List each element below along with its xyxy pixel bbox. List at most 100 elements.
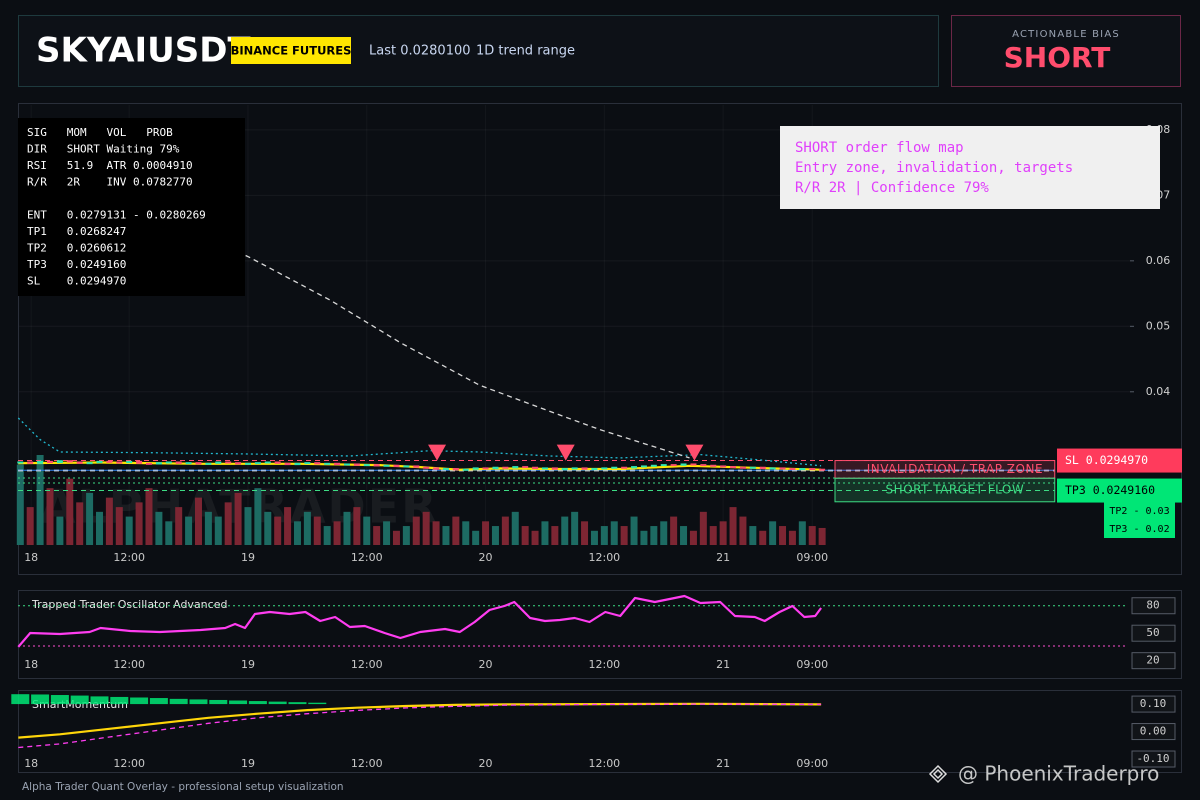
candle-body <box>155 462 162 465</box>
x-tick-label: 21 <box>716 658 730 671</box>
candle-body <box>809 468 816 471</box>
zone <box>834 477 1056 503</box>
x-tick-label: 09:00 <box>796 757 828 770</box>
signal-marker <box>556 444 575 461</box>
volume-bar <box>531 530 539 545</box>
volume-bar <box>16 464 24 545</box>
candle-body <box>700 464 707 467</box>
volume-bar <box>482 521 490 545</box>
candle-body <box>185 462 192 465</box>
candle-body <box>393 464 400 468</box>
volume-bar <box>125 516 133 545</box>
candle-body <box>403 465 410 468</box>
volume-bar <box>105 497 113 545</box>
volume-bar <box>620 526 628 545</box>
volume-bar <box>610 521 618 545</box>
volume-bar <box>165 521 173 545</box>
volume-bar <box>46 488 54 545</box>
x-tick-label: 18 <box>24 551 38 564</box>
volume-bar <box>204 511 212 545</box>
info-line: TP2 0.0260612 <box>27 242 126 255</box>
candle-body <box>304 462 311 465</box>
y-tick-label: 50 <box>1146 626 1159 639</box>
candle-body <box>205 462 212 465</box>
volume-bar <box>135 502 143 545</box>
x-tick-label: 12:00 <box>588 658 620 671</box>
volume-bar <box>214 516 222 545</box>
volume-bar <box>551 526 559 545</box>
candle-body <box>264 461 271 464</box>
volume-bar <box>808 526 816 545</box>
candle-body <box>56 460 63 464</box>
zone-label: INVALIDATION / TRAP ZONE <box>867 462 1043 476</box>
header-panel <box>18 15 939 87</box>
volume-bar <box>571 511 579 545</box>
watermark-icon <box>928 764 948 784</box>
info-line: SL 0.0294970 <box>27 275 126 288</box>
volume-bar <box>472 530 480 545</box>
candle-body <box>532 466 539 470</box>
y-tick-label: 80 <box>1146 599 1159 612</box>
volume-bar <box>729 507 737 545</box>
annotation-line: SHORT order flow map <box>795 140 964 156</box>
volume-bar <box>749 526 757 545</box>
info-line: TP3 0.0249160 <box>27 258 126 271</box>
volume-bar <box>521 526 529 545</box>
candle-body <box>76 461 83 464</box>
panel-title: Trapped Trader Oscillator Advanced <box>31 598 227 611</box>
candle-body <box>611 466 618 469</box>
info-line: SIG MOM VOL PROB <box>27 126 173 139</box>
volume-bar <box>66 478 74 545</box>
volume-bar <box>293 521 301 545</box>
x-tick-label: 19 <box>241 757 255 770</box>
candle-body <box>749 466 756 469</box>
candle-body <box>492 466 499 470</box>
volume-bar <box>511 511 519 545</box>
volume-bar <box>699 511 707 545</box>
x-tick-label: 21 <box>716 551 730 564</box>
signal-marker <box>428 444 447 461</box>
volume-bar <box>373 526 381 545</box>
series-line <box>29 163 690 459</box>
candle-body <box>195 462 202 465</box>
volume-bar <box>689 530 697 545</box>
histogram-bar <box>169 698 188 705</box>
info-line: R/R 2R INV 0.0782770 <box>27 176 193 189</box>
histogram-bar <box>11 694 30 705</box>
candle-body <box>442 468 449 471</box>
annotation-line: R/R 2R | Confidence 79% <box>795 180 989 196</box>
x-tick-label: 12:00 <box>588 757 620 770</box>
volume-bar <box>333 521 341 545</box>
candle-body <box>37 460 44 464</box>
note-label: TP2 - 0.03 <box>1109 506 1169 517</box>
oscillator-panel <box>18 590 1182 679</box>
candle-body <box>472 467 479 470</box>
candle-body <box>254 462 261 465</box>
candle-body <box>106 460 113 463</box>
candle-body <box>46 460 53 464</box>
candle-body <box>423 466 430 469</box>
candle-body <box>274 461 281 464</box>
volume-bar <box>244 507 252 545</box>
volume-bar <box>798 521 806 545</box>
volume-bar <box>590 530 598 545</box>
candle-body <box>324 462 331 465</box>
candle-body <box>571 467 578 470</box>
volume-bar <box>640 530 648 545</box>
series-line <box>17 594 822 648</box>
volume-bar <box>769 521 777 545</box>
x-tick-label: 09:00 <box>796 551 828 564</box>
x-tick-label: 12:00 <box>113 551 145 564</box>
volume-bar <box>709 526 717 545</box>
candle-body <box>779 467 786 470</box>
volume-bar <box>779 526 787 545</box>
y-tick-box <box>1131 597 1176 615</box>
candle-body <box>235 462 242 465</box>
histogram-bar <box>229 700 248 705</box>
y-tick-label: 0.05 <box>1146 319 1171 332</box>
histogram-bar <box>130 697 149 705</box>
volume-bar <box>402 526 410 545</box>
volume-bar <box>491 526 499 545</box>
